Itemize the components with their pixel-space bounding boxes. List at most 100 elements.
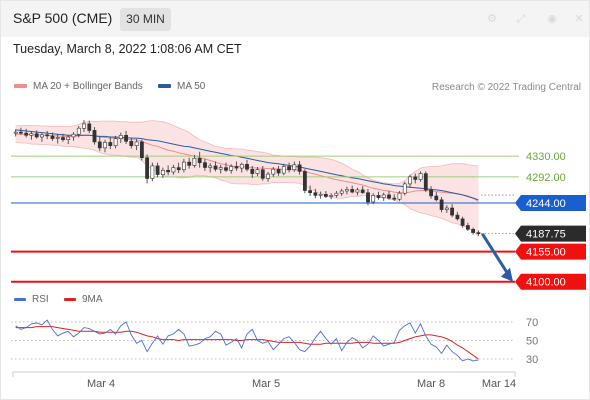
candle-body [197, 158, 202, 164]
candle-body [339, 190, 344, 194]
candle-body [355, 189, 360, 193]
candle-body [281, 166, 286, 174]
candle-body [450, 207, 455, 216]
candle-body [329, 195, 334, 197]
candle-body [18, 131, 23, 134]
candle-body [24, 132, 29, 136]
candle-body [397, 192, 402, 200]
candle-body [92, 130, 97, 143]
candle-body [444, 207, 449, 210]
candle-body [271, 168, 276, 175]
candle-body [113, 138, 118, 147]
candle-body [203, 162, 207, 168]
candle-body [150, 165, 155, 179]
x-tick-label: Mar 5 [252, 378, 280, 390]
candle-body [476, 232, 481, 235]
candle-body [344, 189, 349, 192]
candle-body [129, 141, 134, 147]
legend-9ma: 9MA [64, 294, 103, 305]
rsi-9ma-line [15, 326, 479, 360]
candle-body [260, 169, 265, 179]
candle-body [103, 142, 107, 149]
candle-body [266, 173, 271, 179]
candle-body [408, 176, 412, 185]
candle-body [171, 167, 176, 173]
candle-body [176, 167, 181, 171]
close-icon[interactable]: ✕ [574, 13, 584, 25]
candle-body [313, 192, 318, 196]
forecast-arrow-shaft [481, 233, 511, 278]
timeframe-button[interactable]: 30 MIN [120, 8, 171, 31]
ma50-swatch [158, 84, 171, 89]
bollinger-upper-line [15, 120, 479, 185]
candle-body [97, 141, 102, 149]
rsi-tick-30: 30 [526, 354, 538, 366]
candle-body [140, 141, 144, 158]
candle-body [134, 141, 139, 146]
bollinger-band-area [15, 120, 479, 237]
candle-body [287, 166, 292, 171]
candle-body [66, 136, 71, 141]
candle-body [76, 127, 81, 135]
candle-body [155, 165, 160, 175]
candle-body [402, 183, 407, 194]
level-label-4244-00: 4244.00 [526, 198, 566, 210]
legend-ma50: MA 50 [158, 81, 205, 92]
candle-body [208, 165, 213, 168]
candle-body [376, 195, 381, 198]
settings-icon[interactable]: ⚙ [487, 13, 497, 25]
candle-body [34, 133, 39, 138]
candle-body [239, 164, 244, 169]
level-tag-4155-00 [515, 243, 586, 260]
symbol-title: S&P 500 (CME) [13, 10, 113, 26]
candle-body [118, 135, 123, 139]
legend-rsi-label: RSI [32, 294, 49, 305]
candle-body [29, 133, 34, 136]
camera-icon[interactable]: ◉ [547, 13, 557, 25]
level-tag-4244-00 [515, 195, 586, 212]
candle-body [245, 164, 249, 170]
candle-body [371, 195, 376, 203]
candle-body [455, 214, 460, 220]
candle-body [413, 176, 418, 180]
level-label-4155-00: 4155.00 [526, 247, 566, 259]
rsi-tick-70: 70 [526, 317, 538, 329]
timestamp: Tuesday, March 8, 2022 1:08:06 AM CET [13, 42, 242, 56]
candle-body [439, 199, 444, 210]
candle-body [434, 195, 439, 201]
level-label-4330-00: 4330.00 [526, 151, 566, 163]
candle-body [460, 218, 465, 226]
rsi-swatch [14, 297, 26, 301]
last-price-tag [515, 225, 586, 242]
candle-body [465, 225, 470, 230]
research-credit: Research © 2022 Trading Central [431, 82, 581, 93]
candle-body [318, 194, 323, 196]
candle-body [145, 157, 150, 179]
candle-body [423, 173, 428, 191]
candle-body [50, 135, 55, 139]
candle-body [218, 167, 223, 170]
x-tick-label: Mar 4 [87, 378, 115, 390]
candle-body [255, 169, 260, 174]
expand-icon[interactable]: ⤢ [516, 13, 526, 25]
candle-body [229, 166, 234, 171]
candle-body [224, 167, 228, 171]
candle-body [71, 133, 76, 138]
candle-body [82, 123, 86, 129]
candle-body [292, 164, 297, 171]
candle-body [418, 173, 423, 180]
last-price-label: 4187.75 [526, 229, 566, 241]
legend-rsi: RSI [14, 294, 49, 305]
candle-body [161, 170, 165, 176]
legend-9ma-label: 9MA [82, 294, 103, 305]
candle-body [334, 192, 339, 196]
candle-body [250, 168, 255, 174]
x-tick-label: Mar 14 [482, 378, 516, 390]
candle-body [39, 134, 44, 138]
chart-header: S&P 500 (CME) 30 MIN ⚙ ⤢ ◉ ✕ [1, 1, 589, 37]
candle-body [213, 165, 218, 170]
level-label-4100-00: 4100.00 [526, 277, 566, 289]
candle-body [87, 123, 92, 131]
